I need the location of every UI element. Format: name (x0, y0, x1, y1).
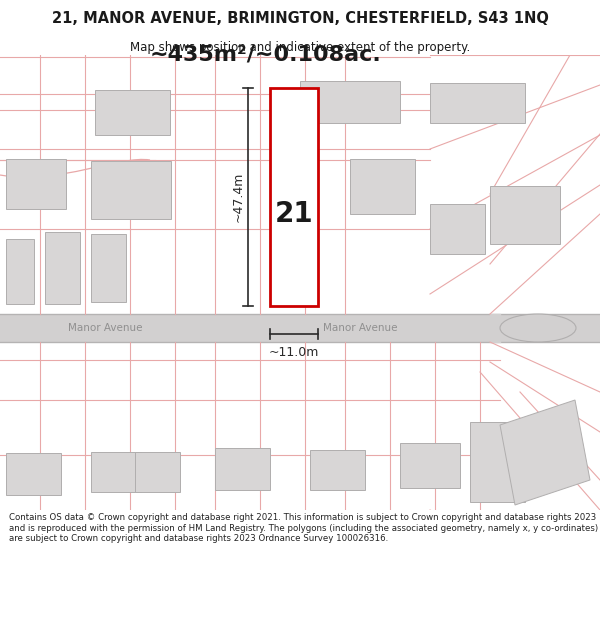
Bar (45, 232, 80, 304)
Bar (135, 452, 180, 492)
Bar (6, 453, 61, 495)
Text: Manor Avenue: Manor Avenue (68, 323, 142, 333)
Polygon shape (500, 400, 590, 505)
Bar (91, 452, 141, 492)
Bar (490, 186, 560, 244)
Bar (310, 450, 365, 490)
Text: 21, MANOR AVENUE, BRIMINGTON, CHESTERFIELD, S43 1NQ: 21, MANOR AVENUE, BRIMINGTON, CHESTERFIE… (52, 11, 548, 26)
Ellipse shape (500, 314, 576, 342)
Bar (300, 81, 400, 123)
Bar (430, 204, 485, 254)
Bar (6, 239, 34, 304)
Bar (470, 422, 525, 502)
Bar (215, 448, 270, 490)
Text: ~435m²/~0.108ac.: ~435m²/~0.108ac. (149, 44, 381, 64)
Bar (400, 443, 460, 488)
Bar (430, 83, 525, 123)
Bar (91, 161, 171, 219)
Bar (350, 159, 415, 214)
Text: Manor Avenue: Manor Avenue (323, 323, 397, 333)
Text: Contains OS data © Crown copyright and database right 2021. This information is : Contains OS data © Crown copyright and d… (9, 514, 598, 543)
Bar (6, 159, 66, 209)
Bar (91, 234, 126, 302)
Text: ~47.4m: ~47.4m (232, 172, 245, 222)
Bar (270, 88, 318, 306)
Bar (0, 314, 600, 342)
Text: Map shows position and indicative extent of the property.: Map shows position and indicative extent… (130, 41, 470, 54)
Bar (95, 90, 170, 135)
Text: ~11.0m: ~11.0m (269, 346, 319, 359)
Text: 21: 21 (275, 201, 313, 229)
